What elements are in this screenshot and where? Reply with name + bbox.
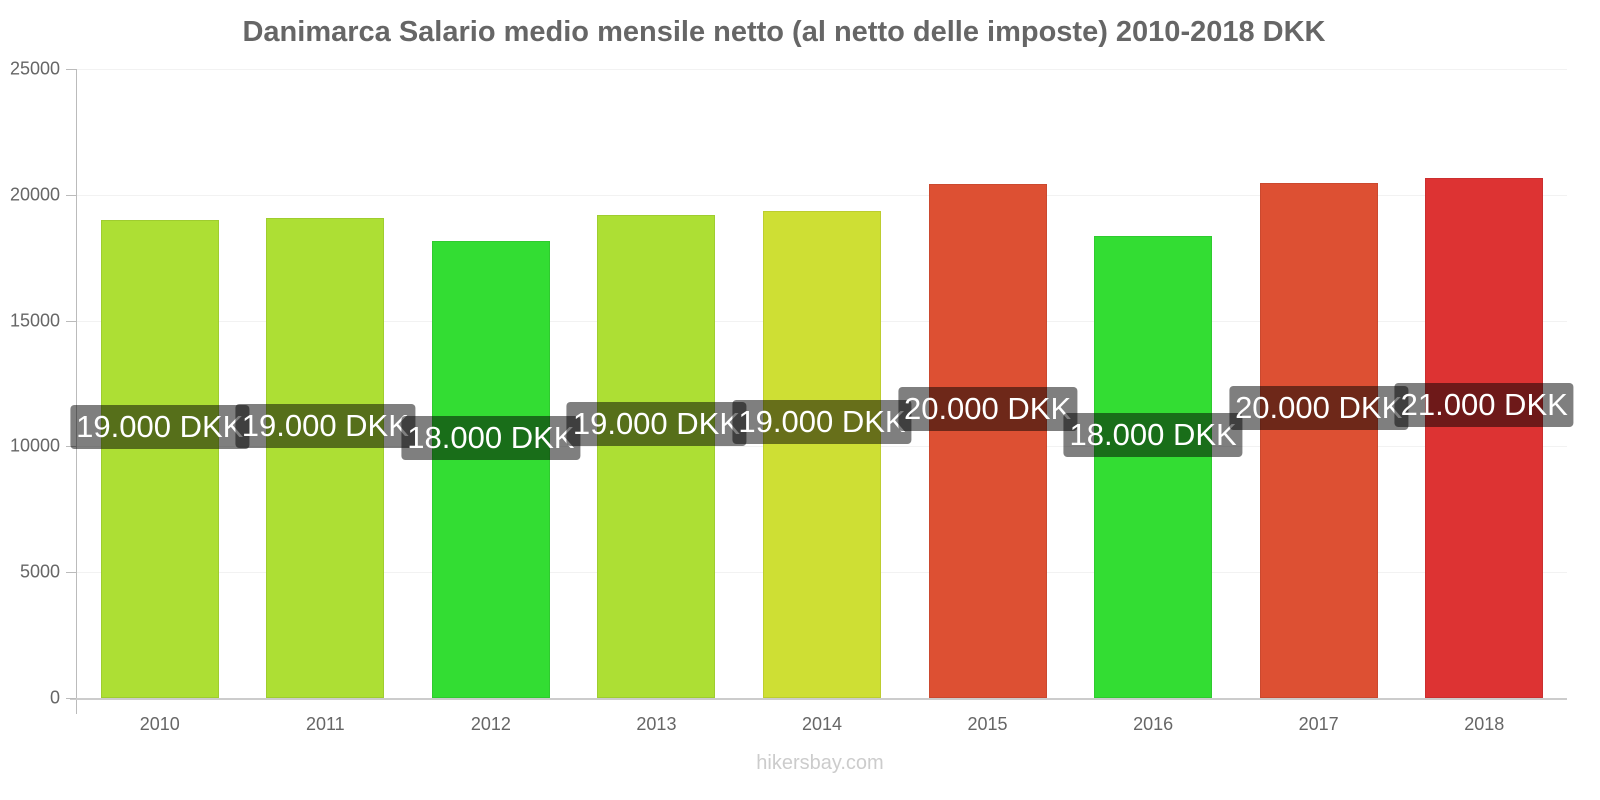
bar-2011[interactable] xyxy=(266,217,385,698)
y-tick-mark xyxy=(66,69,76,70)
value-label: 19.000 DKK xyxy=(70,405,250,449)
x-tick-label: 2018 xyxy=(1464,714,1505,734)
bar-2014[interactable] xyxy=(763,210,881,698)
x-tick-label: 2014 xyxy=(801,714,843,734)
bar-2018[interactable] xyxy=(1425,177,1544,698)
value-label: 20.000 DKK xyxy=(1229,386,1409,430)
y-tick-label: 25000 xyxy=(9,58,60,79)
y-tick-mark xyxy=(66,572,76,574)
bar-2010[interactable] xyxy=(100,219,219,698)
bar-2015[interactable] xyxy=(928,183,1047,698)
y-tick-mark xyxy=(66,698,76,699)
x-tick-label: 2015 xyxy=(967,714,1008,734)
y-tick-label: 0 xyxy=(49,687,60,708)
gridline xyxy=(77,69,1567,70)
x-tick-label: 2012 xyxy=(470,714,511,734)
bar-2013[interactable] xyxy=(597,214,716,698)
value-label: 19.000 DKK xyxy=(566,402,747,446)
value-label: 20.000 DKK xyxy=(897,387,1078,431)
bar-2012[interactable] xyxy=(431,241,550,698)
x-tick-label: 2017 xyxy=(1298,714,1339,734)
gridline xyxy=(77,194,1567,196)
y-tick-label: 10000 xyxy=(9,435,60,456)
y-tick-mark xyxy=(66,194,76,196)
y-tick-label: 20000 xyxy=(9,184,60,205)
y-tick-label: 15000 xyxy=(9,310,60,331)
x-tick-label: 2010 xyxy=(139,714,180,734)
value-label: 18.000 DKK xyxy=(401,416,581,460)
chart-title: Danimarca Salario medio mensile netto (a… xyxy=(242,16,1326,48)
value-label: 21.000 DKK xyxy=(1394,383,1574,427)
x-tick-label: 2011 xyxy=(305,714,345,734)
value-label: 19.000 DKK xyxy=(732,400,912,444)
y-tick-label: 5000 xyxy=(19,561,60,582)
value-label: 19.000 DKK xyxy=(235,404,415,448)
x-tick-label: 2013 xyxy=(636,714,677,734)
y-axis-line xyxy=(76,69,77,714)
bar-2016[interactable] xyxy=(1094,236,1213,698)
x-axis-line xyxy=(70,698,1567,700)
value-label: 18.000 DKK xyxy=(1063,413,1243,457)
watermark: hikersbay.com xyxy=(756,752,884,774)
y-tick-mark xyxy=(66,320,76,322)
bar-2017[interactable] xyxy=(1259,182,1378,698)
x-tick-label: 2016 xyxy=(1133,714,1174,734)
